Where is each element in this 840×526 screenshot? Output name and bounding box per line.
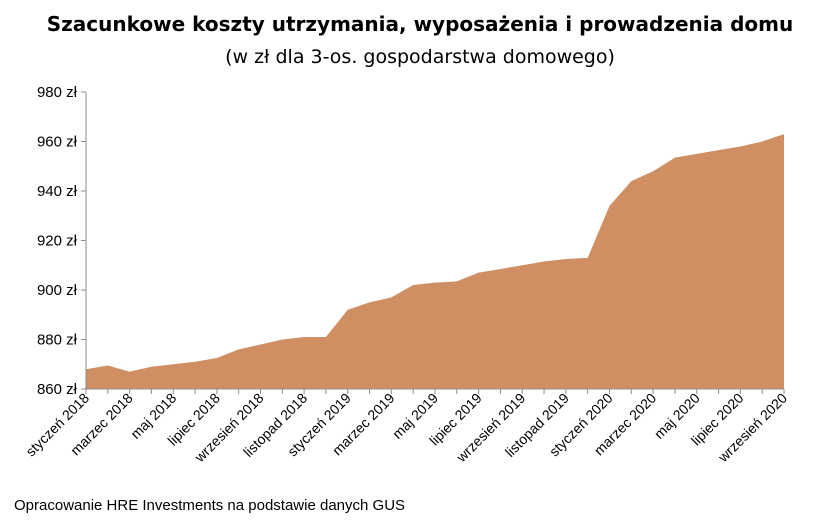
y-tick-label: 980 zł <box>37 84 78 101</box>
y-tick-label: 880 zł <box>37 332 78 349</box>
chart-subtitle: (w zł dla 3-os. gospodarstwa domowego) <box>225 46 615 68</box>
area-series <box>86 134 784 389</box>
y-tick-label: 960 zł <box>37 134 78 151</box>
chart-title: Szacunkowe koszty utrzymania, wyposażeni… <box>46 12 794 36</box>
source-footnote: Opracowanie HRE Investments na podstawie… <box>14 497 406 514</box>
y-tick-label: 860 zł <box>37 381 78 398</box>
y-tick-label: 920 zł <box>37 233 78 250</box>
y-tick-label: 900 zł <box>37 282 78 299</box>
y-tick-label: 940 zł <box>37 183 78 200</box>
